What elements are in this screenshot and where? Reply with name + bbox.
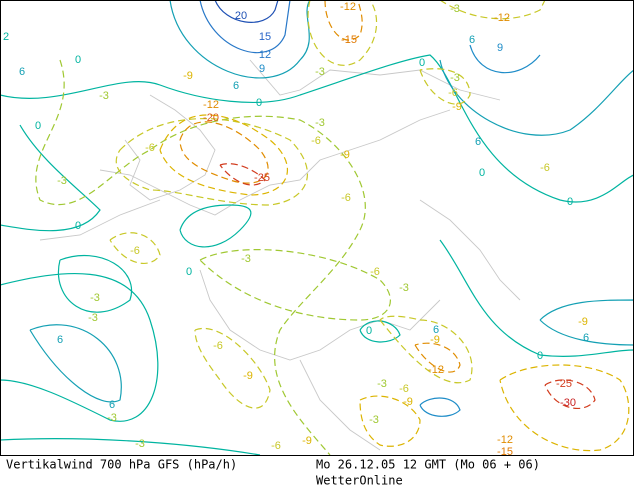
contour-label: -9 bbox=[430, 334, 440, 346]
contour-label: -9 bbox=[578, 316, 588, 328]
contour-label: -9 bbox=[183, 70, 193, 82]
contour-label: -12 bbox=[340, 1, 356, 13]
contour-label: -3 bbox=[450, 3, 460, 15]
contour-label: -6 bbox=[311, 135, 321, 147]
contour-label: -6 bbox=[341, 192, 351, 204]
contour-label: 0 bbox=[256, 97, 262, 109]
contour-label: -6 bbox=[271, 440, 281, 452]
contour-label: -3 bbox=[377, 378, 387, 390]
contour-label: -12 bbox=[497, 434, 513, 446]
map-title: Vertikalwind 700 hPa GFS (hPa/h) bbox=[6, 458, 237, 472]
contour-label: -3 bbox=[99, 90, 109, 102]
contour-label: -6 bbox=[399, 383, 409, 395]
contour-label: -30 bbox=[560, 397, 576, 409]
contour-label: 0 bbox=[419, 57, 425, 69]
contour-label: 9 bbox=[497, 42, 503, 54]
contour-label: 6 bbox=[109, 399, 115, 411]
contour-label: -12 bbox=[203, 99, 219, 111]
contour-label: 0 bbox=[35, 120, 41, 132]
contours bbox=[0, 0, 634, 456]
contour-label: 9 bbox=[259, 63, 265, 75]
contour-label: 0 bbox=[479, 167, 485, 179]
contour-label: -9 bbox=[340, 149, 350, 161]
contour-label: -6 bbox=[145, 142, 155, 154]
contour-label: -12 bbox=[428, 364, 444, 376]
contour-label: -6 bbox=[540, 162, 550, 174]
contour-label: -3 bbox=[135, 438, 145, 450]
contour-label: -6 bbox=[448, 87, 458, 99]
contour-label: -9 bbox=[302, 435, 312, 447]
map-time: Mo 26.12.05 12 GMT (Mo 06 + 06) bbox=[316, 458, 540, 472]
contour-label: 12 bbox=[259, 49, 271, 61]
contour-label: -20 bbox=[203, 112, 219, 124]
contour-label: 6 bbox=[57, 334, 63, 346]
contour-label: -3 bbox=[315, 66, 325, 78]
contour-label: -3 bbox=[57, 175, 67, 187]
contour-label: 0 bbox=[186, 266, 192, 278]
contour-label: 6 bbox=[475, 136, 481, 148]
borders bbox=[39, 59, 521, 451]
contour-label: 0 bbox=[75, 54, 81, 66]
contour-label: -9 bbox=[403, 396, 413, 408]
contour-label: 6 bbox=[19, 66, 25, 78]
contour-label: -15 bbox=[341, 34, 357, 46]
contour-label: 2 bbox=[3, 31, 9, 43]
contour-label: -12 bbox=[494, 12, 510, 24]
contour-label: 0 bbox=[537, 350, 543, 362]
contour-label: -3 bbox=[88, 312, 98, 324]
contour-label: -3 bbox=[107, 412, 117, 424]
contour-label: -3 bbox=[241, 253, 251, 265]
contour-label: 15 bbox=[259, 31, 271, 43]
contour-label: -3 bbox=[450, 72, 460, 84]
contour-label: -3 bbox=[90, 292, 100, 304]
contour-label: -6 bbox=[213, 340, 223, 352]
contour-label: 6 bbox=[433, 324, 439, 336]
contour-label: 0 bbox=[75, 220, 81, 232]
contour-label: 0 bbox=[366, 325, 372, 337]
contour-label: -9 bbox=[243, 370, 253, 382]
contour-label: -15 bbox=[497, 446, 513, 458]
map-source: WetterOnline bbox=[316, 474, 403, 488]
contour-label: -25 bbox=[556, 378, 572, 390]
contour-label: 6 bbox=[233, 80, 239, 92]
contour-label: -6 bbox=[370, 266, 380, 278]
contour-label: -9 bbox=[452, 101, 462, 113]
contour-label: -3 bbox=[399, 282, 409, 294]
contour-label: 20 bbox=[235, 10, 247, 22]
contour-label: 0 bbox=[567, 196, 573, 208]
contour-label: 6 bbox=[469, 34, 475, 46]
contour-label: -3 bbox=[315, 117, 325, 129]
contour-label: -25 bbox=[254, 172, 270, 184]
contour-label: -6 bbox=[130, 245, 140, 257]
contour-label: 6 bbox=[583, 332, 589, 344]
contour-label: -3 bbox=[369, 414, 379, 426]
